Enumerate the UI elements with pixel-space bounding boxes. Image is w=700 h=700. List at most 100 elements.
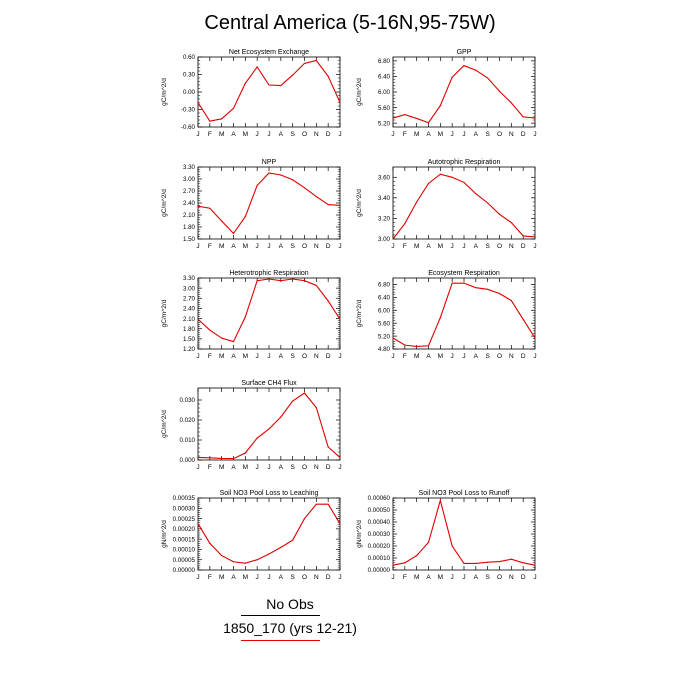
autotrophic-respiration-point [510, 221, 512, 224]
npp-point [221, 220, 223, 222]
net-ecosystem-exchange-xtick-label: O [302, 131, 307, 138]
ecosystem-respiration-point [522, 318, 524, 320]
gpp-point [487, 77, 489, 79]
ecosystem-respiration-point [392, 337, 394, 339]
autotrophic-respiration-ytick-label: 3.20 [378, 216, 391, 223]
gpp-point [463, 64, 465, 67]
gpp-ytick-label: 6.40 [378, 74, 391, 81]
gpp-xtick-label: N [509, 131, 514, 138]
heterotrophic-respiration-xtick-label: J [256, 353, 259, 360]
npp-point [209, 207, 211, 209]
ecosystem-respiration-xtick-label: J [391, 353, 394, 360]
autotrophic-respiration-point [427, 182, 430, 185]
net-ecosystem-exchange-ytick-label: -0.60 [181, 124, 196, 131]
net-ecosystem-exchange-point [280, 84, 282, 87]
surface-ch4-flux-xtick-label: N [314, 464, 319, 471]
soil-no3-pool-loss-to-runoff-point [416, 555, 418, 557]
surface-ch4-flux-point [315, 407, 317, 409]
ecosystem-respiration-ylabel: gC/m^2/d [356, 299, 363, 327]
autotrophic-respiration-xtick-label: A [474, 243, 479, 250]
net-ecosystem-exchange-point [268, 84, 270, 86]
soil-no3-pool-loss-to-runoff-point [475, 562, 477, 564]
surface-ch4-flux-xtick-label: J [256, 464, 259, 471]
soil-no3-pool-loss-to-leaching-xtick-label: J [256, 574, 259, 581]
soil-no3-pool-loss-to-runoff-xtick-label: M [414, 574, 419, 581]
npp-point [197, 205, 199, 207]
surface-ch4-flux-ytick-label: 0.030 [180, 397, 196, 404]
surface-ch4-flux-point [303, 392, 306, 394]
soil-no3-pool-loss-to-leaching-xtick-label: S [290, 574, 295, 581]
soil-no3-pool-loss-to-runoff-ytick-label: 0.00000 [368, 567, 391, 574]
npp-xtick-label: M [243, 243, 248, 250]
gpp-point [475, 69, 477, 71]
net-ecosystem-exchange-point [256, 66, 258, 68]
gpp-xtick-label: O [497, 131, 502, 138]
heterotrophic-respiration-point [256, 280, 258, 282]
npp-ytick-label: 3.30 [183, 164, 196, 171]
npp-ytick-label: 2.70 [183, 188, 196, 195]
heterotrophic-respiration-xtick-label: A [231, 353, 236, 360]
chart-soil-no3-leaching: Soil NO3 Pool Loss to Leaching gN/m^2/d 0.… [161, 490, 342, 581]
ecosystem-respiration-xtick-label: F [403, 353, 407, 360]
autotrophic-respiration-xtick-label: N [509, 243, 514, 250]
soil-no3-pool-loss-to-runoff-frame [392, 497, 536, 571]
heterotrophic-respiration-xtick-label: M [219, 353, 224, 360]
soil-no3-pool-loss-to-leaching-xtick-label: M [219, 574, 224, 581]
soil-no3-pool-loss-to-runoff-point [534, 564, 536, 566]
soil-no3-pool-loss-to-runoff-point [463, 562, 465, 564]
heterotrophic-respiration-point [292, 278, 294, 280]
npp-xtick-label: D [326, 243, 331, 250]
autotrophic-respiration-xtick-label: M [414, 243, 419, 250]
soil-no3-pool-loss-to-runoff-ytick-label: 0.00030 [368, 531, 391, 538]
soil-no3-pool-loss-to-leaching-ytick-label: 0.00020 [173, 526, 196, 533]
soil-no3-pool-loss-to-runoff-point [439, 499, 441, 501]
heterotrophic-respiration-series-line [197, 278, 341, 343]
gpp-xtick-label: M [438, 131, 443, 138]
heterotrophic-respiration-xtick-label: J [338, 353, 341, 360]
gpp-xtick-label: J [462, 131, 465, 138]
ecosystem-respiration-xtick-label: A [426, 353, 431, 360]
ecosystem-respiration-ytick-label: 5.60 [378, 320, 391, 327]
gpp-xtick-label: D [521, 131, 526, 138]
soil-no3-pool-loss-to-leaching-xtick-label: N [314, 574, 319, 581]
ecosystem-respiration-xtick-label: J [451, 353, 454, 360]
ecosystem-respiration-point [451, 282, 453, 284]
heterotrophic-respiration-ytick-label: 1.50 [183, 336, 196, 343]
soil-no3-pool-loss-to-leaching-point [209, 542, 211, 544]
autotrophic-respiration-point [451, 176, 453, 178]
surface-ch4-flux-xtick-label: O [302, 464, 307, 471]
net-ecosystem-exchange-xtick-label: N [314, 131, 319, 138]
chart-ecosystem-respiration: Ecosystem Respiration gC/m^2/d 4.80 5.20 5.6… [356, 270, 537, 360]
autotrophic-respiration-xtick-label: J [462, 243, 465, 250]
npp-xtick-label: S [290, 243, 295, 250]
net-ecosystem-exchange-ylabel: gC/m^2/d [161, 78, 168, 106]
surface-ch4-flux-xtick-label: A [231, 464, 236, 471]
net-ecosystem-exchange-xtick-label: J [256, 131, 259, 138]
npp-xtick-label: N [314, 243, 319, 250]
gpp-ylabel: gC/m^2/d [356, 78, 363, 106]
npp-xtick-label: F [208, 243, 212, 250]
soil-no3-pool-loss-to-leaching-xtick-label: D [326, 574, 331, 581]
soil-no3-pool-loss-to-runoff-xtick-label: A [474, 574, 479, 581]
gpp-frame [392, 56, 536, 128]
soil-no3-pool-loss-to-runoff-series-line [392, 498, 536, 566]
autotrophic-respiration-point [498, 213, 501, 215]
autotrophic-respiration-xtick-label: J [451, 243, 454, 250]
surface-ch4-flux-ylabel: gC/m^2/d [161, 410, 168, 438]
gpp-xtick-label: S [485, 131, 490, 138]
ecosystem-respiration-point [439, 317, 441, 319]
ecosystem-respiration-xtick-label: M [438, 353, 443, 360]
autotrophic-respiration-point [416, 201, 418, 203]
gpp-series-line [392, 64, 536, 124]
chart-npp: NPP gC/m^2/d 1.50 1.80 2.10 2.40 2.70 3.00 3.30 J… [161, 159, 342, 250]
net-ecosystem-exchange-point [232, 107, 235, 109]
ecosystem-respiration-xtick-label: S [485, 353, 490, 360]
soil-no3-pool-loss-to-leaching-point [327, 503, 329, 505]
net-ecosystem-exchange-xtick-label: J [267, 131, 270, 138]
surface-ch4-flux-xtick-label: D [326, 464, 331, 471]
autotrophic-respiration-ytick-label: 3.40 [378, 195, 391, 202]
npp-point [303, 187, 306, 189]
surface-ch4-flux-point [280, 416, 282, 418]
npp-xtick-label: M [219, 243, 224, 250]
